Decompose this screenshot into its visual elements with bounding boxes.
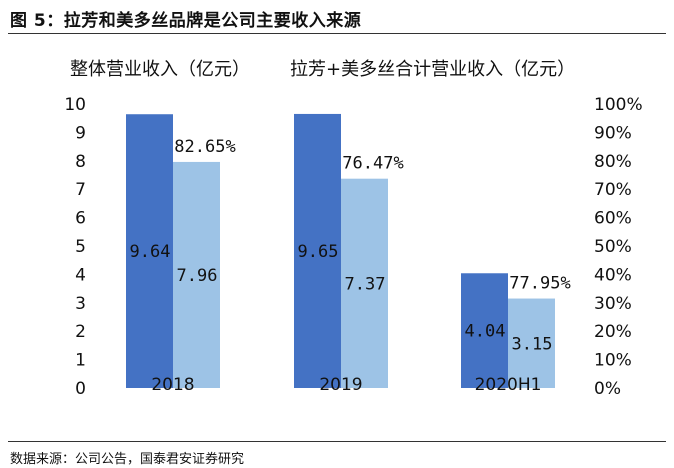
y-tick-label: 3 [75,294,86,314]
y2-tick-label: 80% [594,152,632,172]
legend: 整体营业收入（亿元） 拉芳+美多丝合计营业收入（亿元） [70,59,575,80]
legend-label-brands: 拉芳+美多丝合计营业收入（亿元） [290,59,575,80]
value-label-brands: 3.15 [512,334,553,354]
top-rule [8,33,666,34]
y-tick-label: 8 [75,152,86,172]
y2-tick-label: 30% [594,294,632,314]
x-tick-label: 2018 [151,375,194,395]
bottom-rule [8,441,666,442]
bar-chart: 整体营业收入（亿元） 拉芳+美多丝合计营业收入（亿元） 0 1 2 3 4 5 6 7 8 9 10… [64,59,643,399]
y-tick-label: 5 [75,237,86,257]
y-axis-right: 0% 10% 20% 30% 40% 50% 60% 70% 80% 90% 100% [594,95,643,399]
y-tick-label: 9 [75,123,86,143]
y2-tick-label: 90% [594,123,632,143]
x-axis: 2018 2019 2020H1 [151,375,541,395]
y2-tick-label: 40% [594,265,632,285]
figure-title: 图 5：拉芳和美多丝品牌是公司主要收入来源 [10,11,362,31]
bar [126,114,173,388]
y2-tick-label: 50% [594,237,632,257]
value-label-total: 9.64 [130,242,171,262]
bar [173,161,220,388]
y-tick-label: 2 [75,322,86,342]
value-label-brands: 7.96 [177,266,218,286]
y-tick-label: 1 [75,351,86,371]
y-tick-label: 10 [64,95,86,115]
bars [126,113,555,388]
y2-tick-label: 20% [594,322,632,342]
y-axis-left: 0 1 2 3 4 5 6 7 8 9 10 [64,95,86,399]
source-note: 数据来源：公司公告，国泰君安证券研究 [10,452,245,467]
value-label-total: 9.65 [298,242,339,262]
data-labels: 9.64 7.96 82.65% 9.65 7.37 76.47% 4.04 3.15 77.9… [130,137,571,354]
share-label: 76.47% [342,154,403,174]
y-tick-label: 6 [75,209,86,229]
y2-tick-label: 70% [594,180,632,200]
y-tick-label: 7 [75,180,86,200]
legend-label-total: 整体营业收入（亿元） [70,59,250,80]
value-label-total: 4.04 [465,322,506,342]
value-label-brands: 7.37 [345,274,386,294]
bar [341,178,388,388]
y2-tick-label: 100% [594,95,643,115]
x-tick-label: 2020H1 [475,375,542,395]
y-tick-label: 0 [75,379,86,399]
bar [508,298,555,388]
x-tick-label: 2019 [319,375,362,395]
y-tick-label: 4 [75,265,86,285]
y2-tick-label: 60% [594,209,632,229]
y2-tick-label: 0% [594,379,621,399]
bar [294,113,341,388]
y2-tick-label: 10% [594,351,632,371]
bar [461,273,508,388]
share-label: 82.65% [174,137,235,157]
share-label: 77.95% [509,274,570,294]
